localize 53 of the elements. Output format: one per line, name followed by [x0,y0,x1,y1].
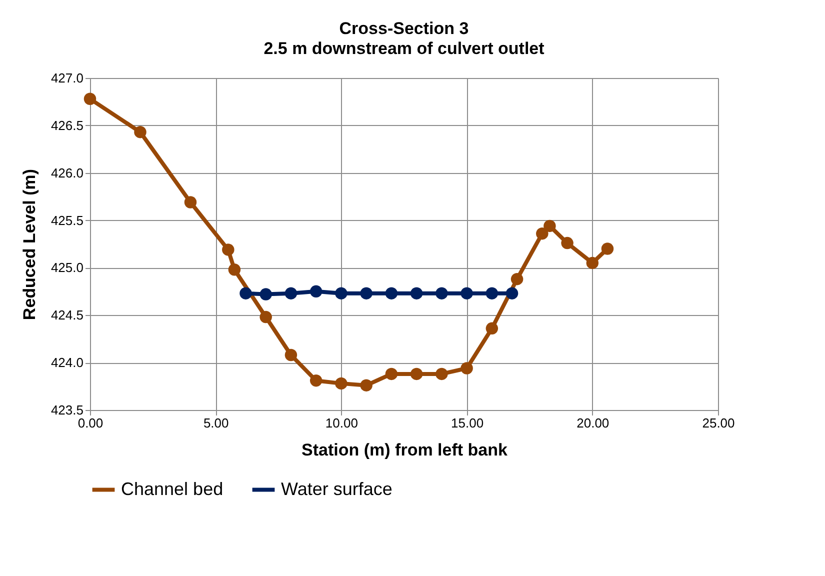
point [385,368,398,380]
x-tick-label: 15.00 [451,416,484,430]
point [260,310,272,324]
point [436,368,448,380]
point [544,220,556,232]
y-tick-label: 425.5 [50,212,84,228]
legend-label: Channel bed [121,478,224,499]
point [134,126,146,138]
point [240,287,252,300]
point [506,287,518,300]
point [84,92,96,105]
point [335,287,348,300]
y-tick-label: 424.0 [50,355,84,370]
point [410,368,423,380]
legend-label: Water surface [281,478,392,499]
point [536,227,548,240]
point [335,377,348,390]
point [360,287,372,300]
y-tick-label: 427.0 [50,70,84,86]
point [222,244,234,256]
chart-title: Cross-Section 3 [339,19,469,38]
x-axis-title: Station (m) from left bank [302,440,508,460]
point [410,287,423,300]
y-tick-label: 426.5 [50,118,84,133]
point [228,264,241,276]
point [260,288,272,300]
x-tick-label: 5.00 [203,416,229,430]
point [460,362,473,374]
point [184,196,197,208]
point [310,374,322,387]
point [486,322,498,335]
point [486,287,498,300]
point [360,379,372,392]
point [510,272,524,286]
point [385,287,398,300]
point [284,348,298,362]
y-axis-title: Reduced Level (m) [20,168,39,320]
point [460,287,473,300]
y-tick-label: 425.0 [50,260,84,276]
point [561,236,574,250]
point [284,287,298,300]
y-tick-label: 424.5 [50,308,84,323]
x-tick-label: 0.00 [78,416,104,430]
point [436,287,448,300]
x-tick-label: 10.00 [325,416,358,430]
y-tick-label: 426.0 [50,165,84,180]
point [601,242,614,255]
x-tick-label: 20.00 [576,416,610,430]
x-tick-label: 25.00 [702,416,735,430]
point [586,256,599,270]
chart-subtitle: 2.5 m downstream of culvert outlet [264,39,545,58]
point [310,285,322,298]
y-tick-label: 423.5 [50,402,84,418]
